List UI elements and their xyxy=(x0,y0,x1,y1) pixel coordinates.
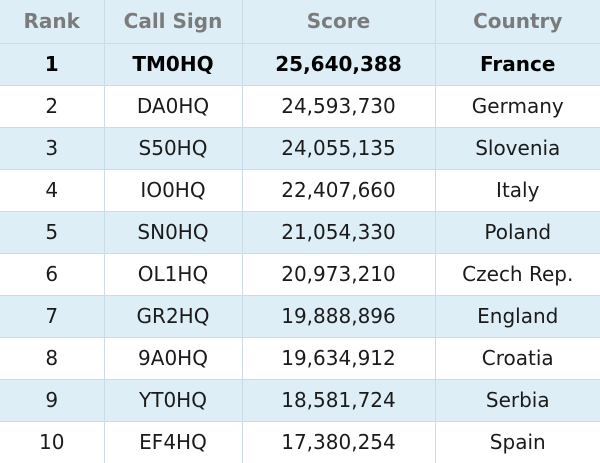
score-cell: 17,380,254 xyxy=(242,420,436,463)
table-row: 7 GR2HQ 19,888,896 England xyxy=(0,294,600,337)
call-sign-cell: EF4HQ xyxy=(104,420,243,463)
header-rank: Rank xyxy=(0,0,105,43)
country-cell: Croatia xyxy=(435,336,600,379)
country-cell: Spain xyxy=(435,420,600,463)
score-cell: 24,055,135 xyxy=(242,126,436,169)
rank-cell: 7 xyxy=(0,294,105,337)
score-cell: 25,640,388 xyxy=(242,42,436,85)
country-cell: Germany xyxy=(435,84,600,127)
table-row: 6 OL1HQ 20,973,210 Czech Rep. xyxy=(0,252,600,295)
table-body: 1 TM0HQ 25,640,388 France 2 DA0HQ 24,593… xyxy=(0,42,600,463)
country-cell: Slovenia xyxy=(435,126,600,169)
call-sign-cell: S50HQ xyxy=(104,126,243,169)
score-cell: 18,581,724 xyxy=(242,378,436,421)
country-cell: Poland xyxy=(435,210,600,253)
header-row: Rank Call Sign Score Country xyxy=(0,0,600,43)
score-cell: 21,054,330 xyxy=(242,210,436,253)
rank-cell: 6 xyxy=(0,252,105,295)
call-sign-cell: 9A0HQ xyxy=(104,336,243,379)
rank-cell: 1 xyxy=(0,42,105,85)
rank-cell: 2 xyxy=(0,84,105,127)
rank-cell: 9 xyxy=(0,378,105,421)
table-header: Rank Call Sign Score Country xyxy=(0,0,600,43)
call-sign-cell: SN0HQ xyxy=(104,210,243,253)
header-score: Score xyxy=(242,0,436,43)
country-cell: France xyxy=(435,42,600,85)
rank-cell: 8 xyxy=(0,336,105,379)
score-cell: 20,973,210 xyxy=(242,252,436,295)
country-cell: Serbia xyxy=(435,378,600,421)
score-cell: 19,888,896 xyxy=(242,294,436,337)
call-sign-cell: IO0HQ xyxy=(104,168,243,211)
score-cell: 22,407,660 xyxy=(242,168,436,211)
rank-cell: 5 xyxy=(0,210,105,253)
header-call-sign: Call Sign xyxy=(104,0,243,43)
country-cell: England xyxy=(435,294,600,337)
table-row: 4 IO0HQ 22,407,660 Italy xyxy=(0,168,600,211)
table-row: 8 9A0HQ 19,634,912 Croatia xyxy=(0,336,600,379)
table-row: 9 YT0HQ 18,581,724 Serbia xyxy=(0,378,600,421)
country-cell: Czech Rep. xyxy=(435,252,600,295)
call-sign-cell: DA0HQ xyxy=(104,84,243,127)
table-row: 2 DA0HQ 24,593,730 Germany xyxy=(0,84,600,127)
table-row: 3 S50HQ 24,055,135 Slovenia xyxy=(0,126,600,169)
table-row: 1 TM0HQ 25,640,388 France xyxy=(0,42,600,85)
table-row: 10 EF4HQ 17,380,254 Spain xyxy=(0,420,600,463)
header-country: Country xyxy=(473,9,563,34)
score-cell: 19,634,912 xyxy=(242,336,436,379)
score-cell: 24,593,730 xyxy=(242,84,436,127)
call-sign-cell: GR2HQ xyxy=(104,294,243,337)
country-cell: Italy xyxy=(435,168,600,211)
rank-cell: 10 xyxy=(0,420,105,463)
table-row: 5 SN0HQ 21,054,330 Poland xyxy=(0,210,600,253)
call-sign-cell: YT0HQ xyxy=(104,378,243,421)
rank-cell: 3 xyxy=(0,126,105,169)
call-sign-cell: TM0HQ xyxy=(104,42,243,85)
rank-cell: 4 xyxy=(0,168,105,211)
call-sign-cell: OL1HQ xyxy=(104,252,243,295)
